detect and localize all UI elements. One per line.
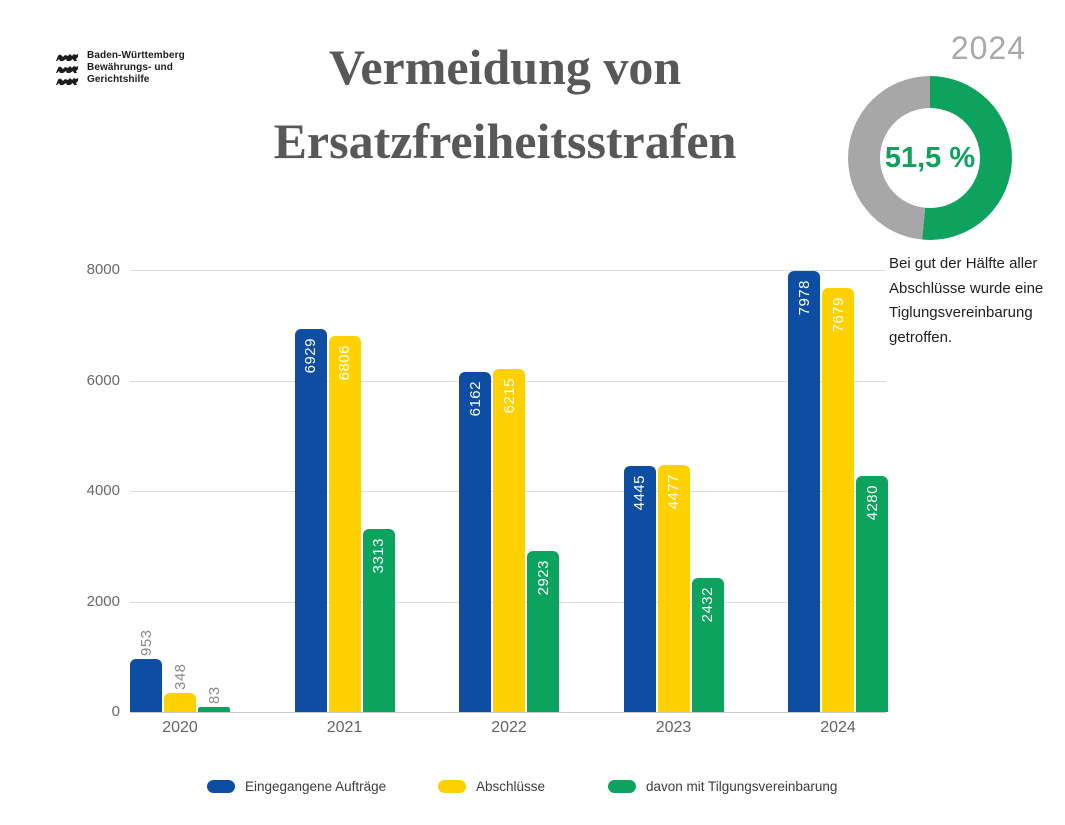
bar (294, 329, 327, 712)
bar-value-label: 6806 (329, 345, 361, 380)
y-tick-label: 2000 (86, 592, 120, 610)
bar (130, 659, 162, 712)
bar-value-label: 6929 (295, 338, 327, 373)
bar-value-text: 6162 (466, 380, 484, 416)
legend-item: Eingegangene Aufträge (207, 776, 386, 796)
bar-value-label: 6215 (493, 378, 525, 413)
bar-value-label: 348 (164, 663, 196, 690)
bar-value-text: 3313 (370, 537, 387, 574)
bar-value-text: 2432 (699, 586, 716, 622)
bar-value-label: 83 (198, 687, 230, 705)
donut-year-label: 2024 (950, 30, 1026, 66)
bar-value-label: 4445 (624, 475, 656, 510)
donut-chart: 51,5 % (848, 76, 1012, 240)
title-line2: Ersatzfreiheitsstrafen (273, 113, 737, 169)
bar-value-text: 7679 (829, 296, 847, 333)
legend-swatch (608, 779, 636, 793)
bar-value-text: 2923 (534, 559, 552, 595)
bar-value-text: 953 (137, 629, 155, 657)
bar (164, 692, 196, 712)
bar-value-text: 83 (205, 686, 223, 705)
bar-value-label: 2432 (692, 587, 724, 622)
page-title: Vermeidung von Ersatzfreiheitsstrafen (205, 30, 805, 178)
bar-value-text: 6806 (336, 344, 353, 381)
bar-value-text: 4477 (665, 473, 682, 510)
legend-swatch (438, 779, 466, 793)
legend-item: davon mit Tilgungsvereinbarung (608, 776, 837, 796)
bar-value-label: 4477 (658, 474, 690, 509)
grid-line (130, 270, 886, 271)
bar-value-label: 4280 (856, 485, 888, 520)
donut-percent-label: 51,5 % (884, 141, 976, 174)
x-tick-label: 2024 (820, 719, 856, 736)
legend-item: Abschlüsse (438, 776, 545, 796)
bar (788, 271, 820, 712)
bar-value-label: 6162 (459, 381, 491, 416)
legend-label: Eingegangene Aufträge (245, 778, 387, 794)
bar (856, 475, 888, 712)
bar-value-text: 6215 (500, 377, 518, 413)
bar (527, 550, 559, 712)
y-tick-label: 6000 (86, 371, 120, 389)
bar (328, 335, 361, 712)
bar (362, 528, 395, 712)
bar-value-label: 3313 (363, 538, 395, 573)
bar-value-text: 7978 (795, 280, 813, 316)
bar-value-label: 953 (130, 630, 162, 657)
legend-label: Abschlüsse (476, 778, 546, 794)
bar (822, 287, 854, 712)
donut-hole (880, 108, 980, 208)
title-line1: Vermeidung von (328, 39, 682, 95)
y-tick-label: 8000 (86, 261, 120, 278)
x-tick-label: 2020 (162, 719, 198, 736)
bar-value-label: 7679 (822, 297, 854, 332)
x-tick-label: 2023 (655, 719, 692, 736)
bar (657, 464, 690, 712)
bar-value-text: 4445 (631, 475, 648, 511)
logo-text-line1: Baden-Württemberg (87, 50, 185, 61)
legend-label: davon mit Tilgungsvereinbarung (646, 778, 838, 794)
chart-legend: Eingegangene Aufträge Abschlüsse davon mit… (207, 776, 927, 798)
bar (691, 577, 724, 712)
legend-swatch (207, 779, 235, 793)
bar (623, 466, 656, 712)
logo-text-line2: Bewährungs- und (87, 62, 173, 73)
x-tick-label: 2022 (491, 719, 527, 736)
bar-value-text: 6929 (302, 338, 319, 374)
bar-value-text: 348 (171, 663, 189, 690)
bar-value-label: 2923 (527, 560, 559, 595)
y-tick-label: 0 (111, 703, 120, 720)
donut-caption: Bei gut der Hälfte aller Abschlüsse wurd… (889, 255, 1044, 346)
bar-value-text: 4280 (863, 484, 881, 520)
bar (493, 368, 525, 712)
y-tick-label: 4000 (86, 482, 120, 499)
bar-value-label: 7978 (788, 280, 820, 315)
bar (459, 371, 491, 712)
three-lions-icon (56, 54, 78, 85)
bw-logo: Baden-Württemberg Bewährungs- und Gerich… (55, 50, 185, 88)
bar (198, 707, 230, 712)
x-tick-label: 2021 (326, 719, 363, 736)
grid-line (130, 712, 886, 713)
logo-text-line3: Gerichtshilfe (87, 74, 150, 85)
